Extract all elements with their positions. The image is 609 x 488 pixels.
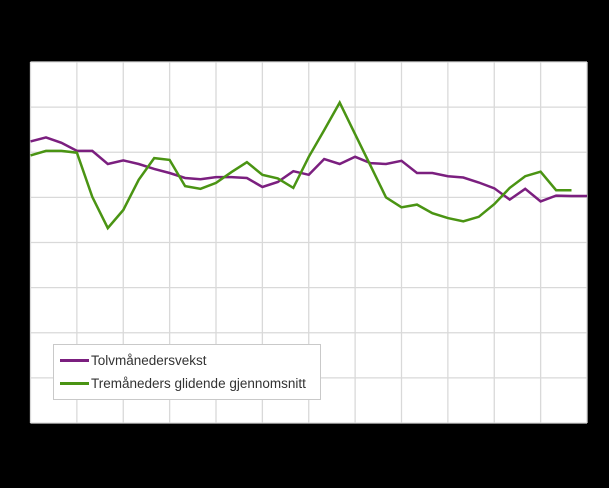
legend-label-tolvmanedersvekst: Tolvmånedersvekst bbox=[91, 353, 207, 368]
purple-line-swatch-icon bbox=[60, 359, 89, 363]
chart-legend: Tolvmånedersvekst Tremåneders glidende g… bbox=[53, 344, 321, 400]
green-line-swatch-icon bbox=[60, 381, 89, 385]
legend-item-glidende-gjennomsnitt: Tremåneders glidende gjennomsnitt bbox=[60, 375, 320, 391]
twelve-month-growth-line bbox=[30, 136, 587, 203]
legend-item-tolvmanedersvekst: Tolvmånedersvekst bbox=[60, 354, 320, 368]
three-month-moving-average-line bbox=[30, 99, 572, 231]
legend-label-glidende-gjennomsnitt: Tremåneders glidende gjennomsnitt bbox=[91, 375, 306, 391]
